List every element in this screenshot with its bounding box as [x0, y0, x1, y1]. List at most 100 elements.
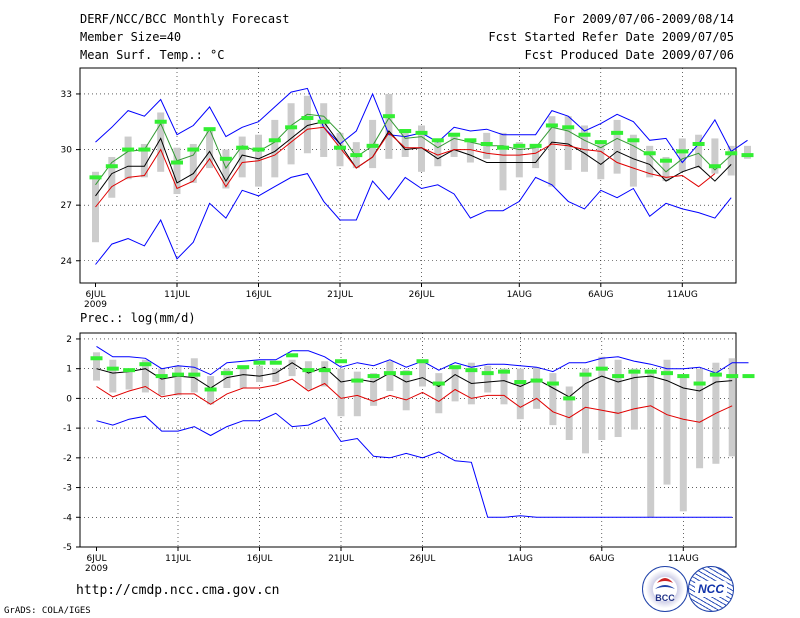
- series-line-mean_red: [96, 378, 733, 423]
- ensemble-range-bar: [108, 156, 116, 198]
- forecast-marker: [644, 369, 657, 374]
- forecast-marker: [726, 374, 739, 379]
- ensemble-range-bar: [238, 136, 246, 178]
- forecast-marker: [448, 132, 461, 137]
- forecast-marker: [399, 129, 412, 134]
- bcc-logo-label: BCC: [655, 593, 675, 603]
- forecast-marker: [155, 374, 168, 379]
- ensemble-range-bar: [419, 359, 426, 387]
- ensemble-range-bar: [189, 143, 197, 183]
- year-label: 2009: [85, 564, 108, 574]
- ncc-logo: NCC: [688, 566, 734, 612]
- ensemble-range-bar: [484, 365, 492, 393]
- temperature-panel: 24 27 30 33 6JUL 11JUL 16JUL 21JUL 26JUL 1AUG 6AUG…: [61, 67, 754, 310]
- forecast-marker: [612, 374, 625, 379]
- ensemble-range-bar: [140, 143, 148, 178]
- x-tick-label: 21JUL: [328, 554, 354, 564]
- forecast-marker: [563, 396, 576, 401]
- ensemble-range-bar: [435, 373, 443, 414]
- forecast-marker: [318, 368, 331, 373]
- ensemble-range-bar: [598, 356, 606, 440]
- forecast-marker: [154, 119, 167, 124]
- x-tick-label: 26JUL: [409, 290, 435, 300]
- y-tick-label: -3: [63, 484, 72, 494]
- forecast-marker: [741, 153, 754, 158]
- ensemble-range-bar: [533, 367, 541, 409]
- forecast-started-date: Fcst Started Refer Date 2009/07/05: [488, 30, 734, 44]
- ensemble-range-bar: [158, 368, 166, 396]
- ensemble-range-bar: [549, 373, 557, 426]
- forecast-marker: [269, 360, 282, 365]
- forecast-marker: [105, 164, 118, 169]
- x-tick-label: 21JUL: [327, 290, 353, 300]
- forecast-marker: [415, 130, 428, 135]
- forecast-period: For 2009/07/06-2009/08/14: [553, 12, 734, 26]
- ensemble-range-bar: [92, 171, 99, 243]
- forecast-marker: [578, 132, 591, 137]
- series-line-median: [95, 113, 732, 186]
- ensemble-range-bar: [744, 145, 751, 159]
- forecast-marker: [449, 365, 462, 370]
- x-tick-label: 6AUG: [589, 554, 614, 564]
- series-line-mean_red: [95, 126, 716, 208]
- ensemble-range-bar: [711, 138, 719, 174]
- ensemble-range-bar: [500, 368, 508, 405]
- forecast-marker: [464, 138, 477, 143]
- ensemble-range-bar: [174, 365, 182, 396]
- ensemble-range-bar: [630, 368, 638, 430]
- ncc-logo-label: NCC: [695, 581, 727, 597]
- forecast-marker: [611, 130, 624, 135]
- forecast-marker: [317, 119, 330, 124]
- year-label: 2009: [84, 300, 107, 310]
- y-tick-label: 30: [61, 146, 73, 156]
- y-tick-label: -2: [63, 454, 72, 464]
- ensemble-range-bar: [222, 149, 230, 189]
- forecast-marker: [579, 372, 592, 377]
- ensemble-range-bar: [303, 95, 311, 154]
- forecast-marker: [302, 368, 315, 373]
- forecast-produced-date: Fcst Produced Date 2009/07/06: [524, 48, 734, 62]
- ensemble-range-bar: [451, 365, 459, 402]
- member-size-label: Member Size=40: [80, 30, 182, 44]
- ensemble-range-bar: [402, 370, 410, 411]
- ensemble-range-bar: [353, 371, 361, 417]
- forecast-marker: [513, 143, 526, 148]
- ensemble-range-bar: [93, 352, 100, 381]
- forecast-marker: [481, 371, 494, 376]
- ensemble-range-bar: [256, 365, 263, 383]
- forecast-marker: [529, 143, 542, 148]
- x-tick-label: 16JUL: [246, 290, 272, 300]
- forecast-marker: [138, 147, 151, 152]
- ensemble-range-bar: [663, 359, 671, 485]
- forecast-marker: [742, 374, 755, 379]
- ensemble-range-bar: [678, 138, 686, 172]
- precip-title: Prec.: log(mm/d): [80, 311, 196, 325]
- forecast-marker: [562, 125, 575, 130]
- ensemble-range-bar: [564, 116, 572, 170]
- forecast-marker: [123, 368, 136, 373]
- ensemble-range-bar: [109, 359, 117, 393]
- y-tick-label: 27: [61, 201, 72, 211]
- footer-url[interactable]: http://cmdp.ncc.cma.gov.cn: [76, 583, 280, 598]
- ensemble-range-bar: [662, 156, 670, 182]
- ensemble-range-bar: [647, 370, 655, 518]
- forecast-marker: [465, 368, 478, 373]
- forecast-marker: [643, 151, 656, 156]
- bcc-logo: BCC: [642, 566, 688, 612]
- ensemble-range-bar: [629, 134, 637, 187]
- ensemble-range-bar: [727, 145, 735, 176]
- forecast-marker: [204, 387, 217, 392]
- forecast-marker: [268, 138, 281, 143]
- x-tick-label: 11AUG: [668, 554, 699, 564]
- ensemble-range-bar: [206, 129, 214, 169]
- forecast-marker: [89, 175, 102, 180]
- forecast-marker: [286, 353, 299, 358]
- forecast-marker: [253, 360, 266, 365]
- forecast-marker: [693, 381, 706, 386]
- ensemble-range-bar: [157, 112, 165, 172]
- plot-frame: [79, 67, 737, 284]
- ensemble-range-bar: [173, 147, 181, 195]
- series-line-mean: [95, 121, 732, 197]
- y-tick-label: 0: [66, 394, 72, 404]
